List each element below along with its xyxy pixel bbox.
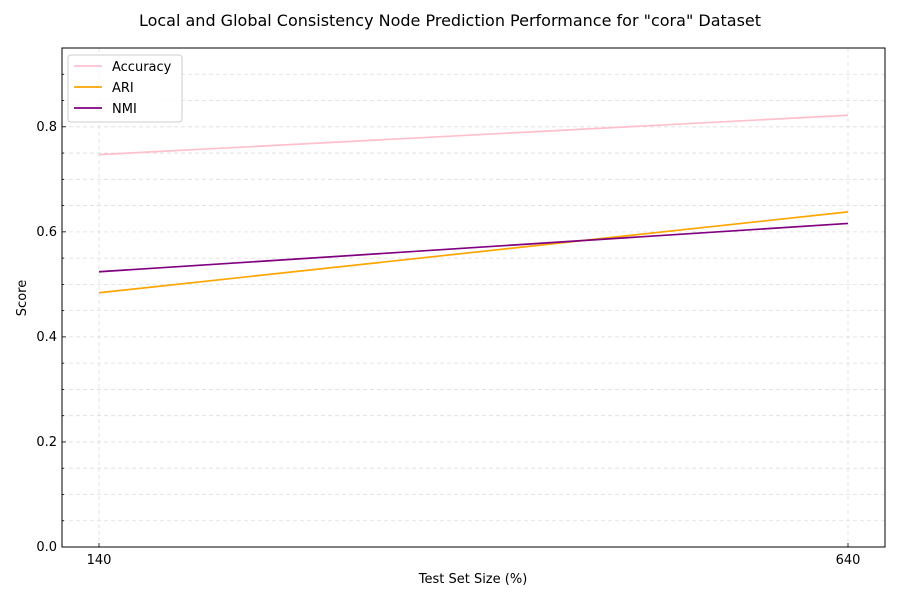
series-line-nmi	[98, 222, 849, 273]
chart-title: Local and Global Consistency Node Predic…	[139, 11, 761, 30]
x-tick-label: 640	[836, 553, 861, 568]
legend-label: Accuracy	[112, 60, 172, 75]
y-tick-label: 0.6	[36, 225, 57, 240]
y-tick-label: 0.2	[36, 435, 57, 450]
y-tick-label: 0.0	[36, 540, 57, 555]
x-axis-label: Test Set Size (%)	[418, 572, 528, 587]
legend-label: NMI	[112, 102, 137, 117]
grid	[62, 48, 885, 547]
y-tick-label: 0.4	[36, 330, 57, 345]
x-tick-label: 140	[87, 553, 112, 568]
plot-frame	[61, 47, 886, 548]
series-lines	[98, 114, 849, 294]
series-line-ari	[98, 211, 849, 294]
legend-label: ARI	[112, 81, 134, 96]
y-axis-label: Score	[15, 280, 30, 316]
legend-box	[67, 54, 183, 123]
legend: Accuracy ARI NMI	[67, 54, 183, 123]
series-line-accuracy	[98, 114, 849, 156]
y-tick-label: 0.8	[36, 120, 57, 135]
axes: 0.0 0.2 0.4 0.6 0.8 140 640	[36, 47, 886, 568]
